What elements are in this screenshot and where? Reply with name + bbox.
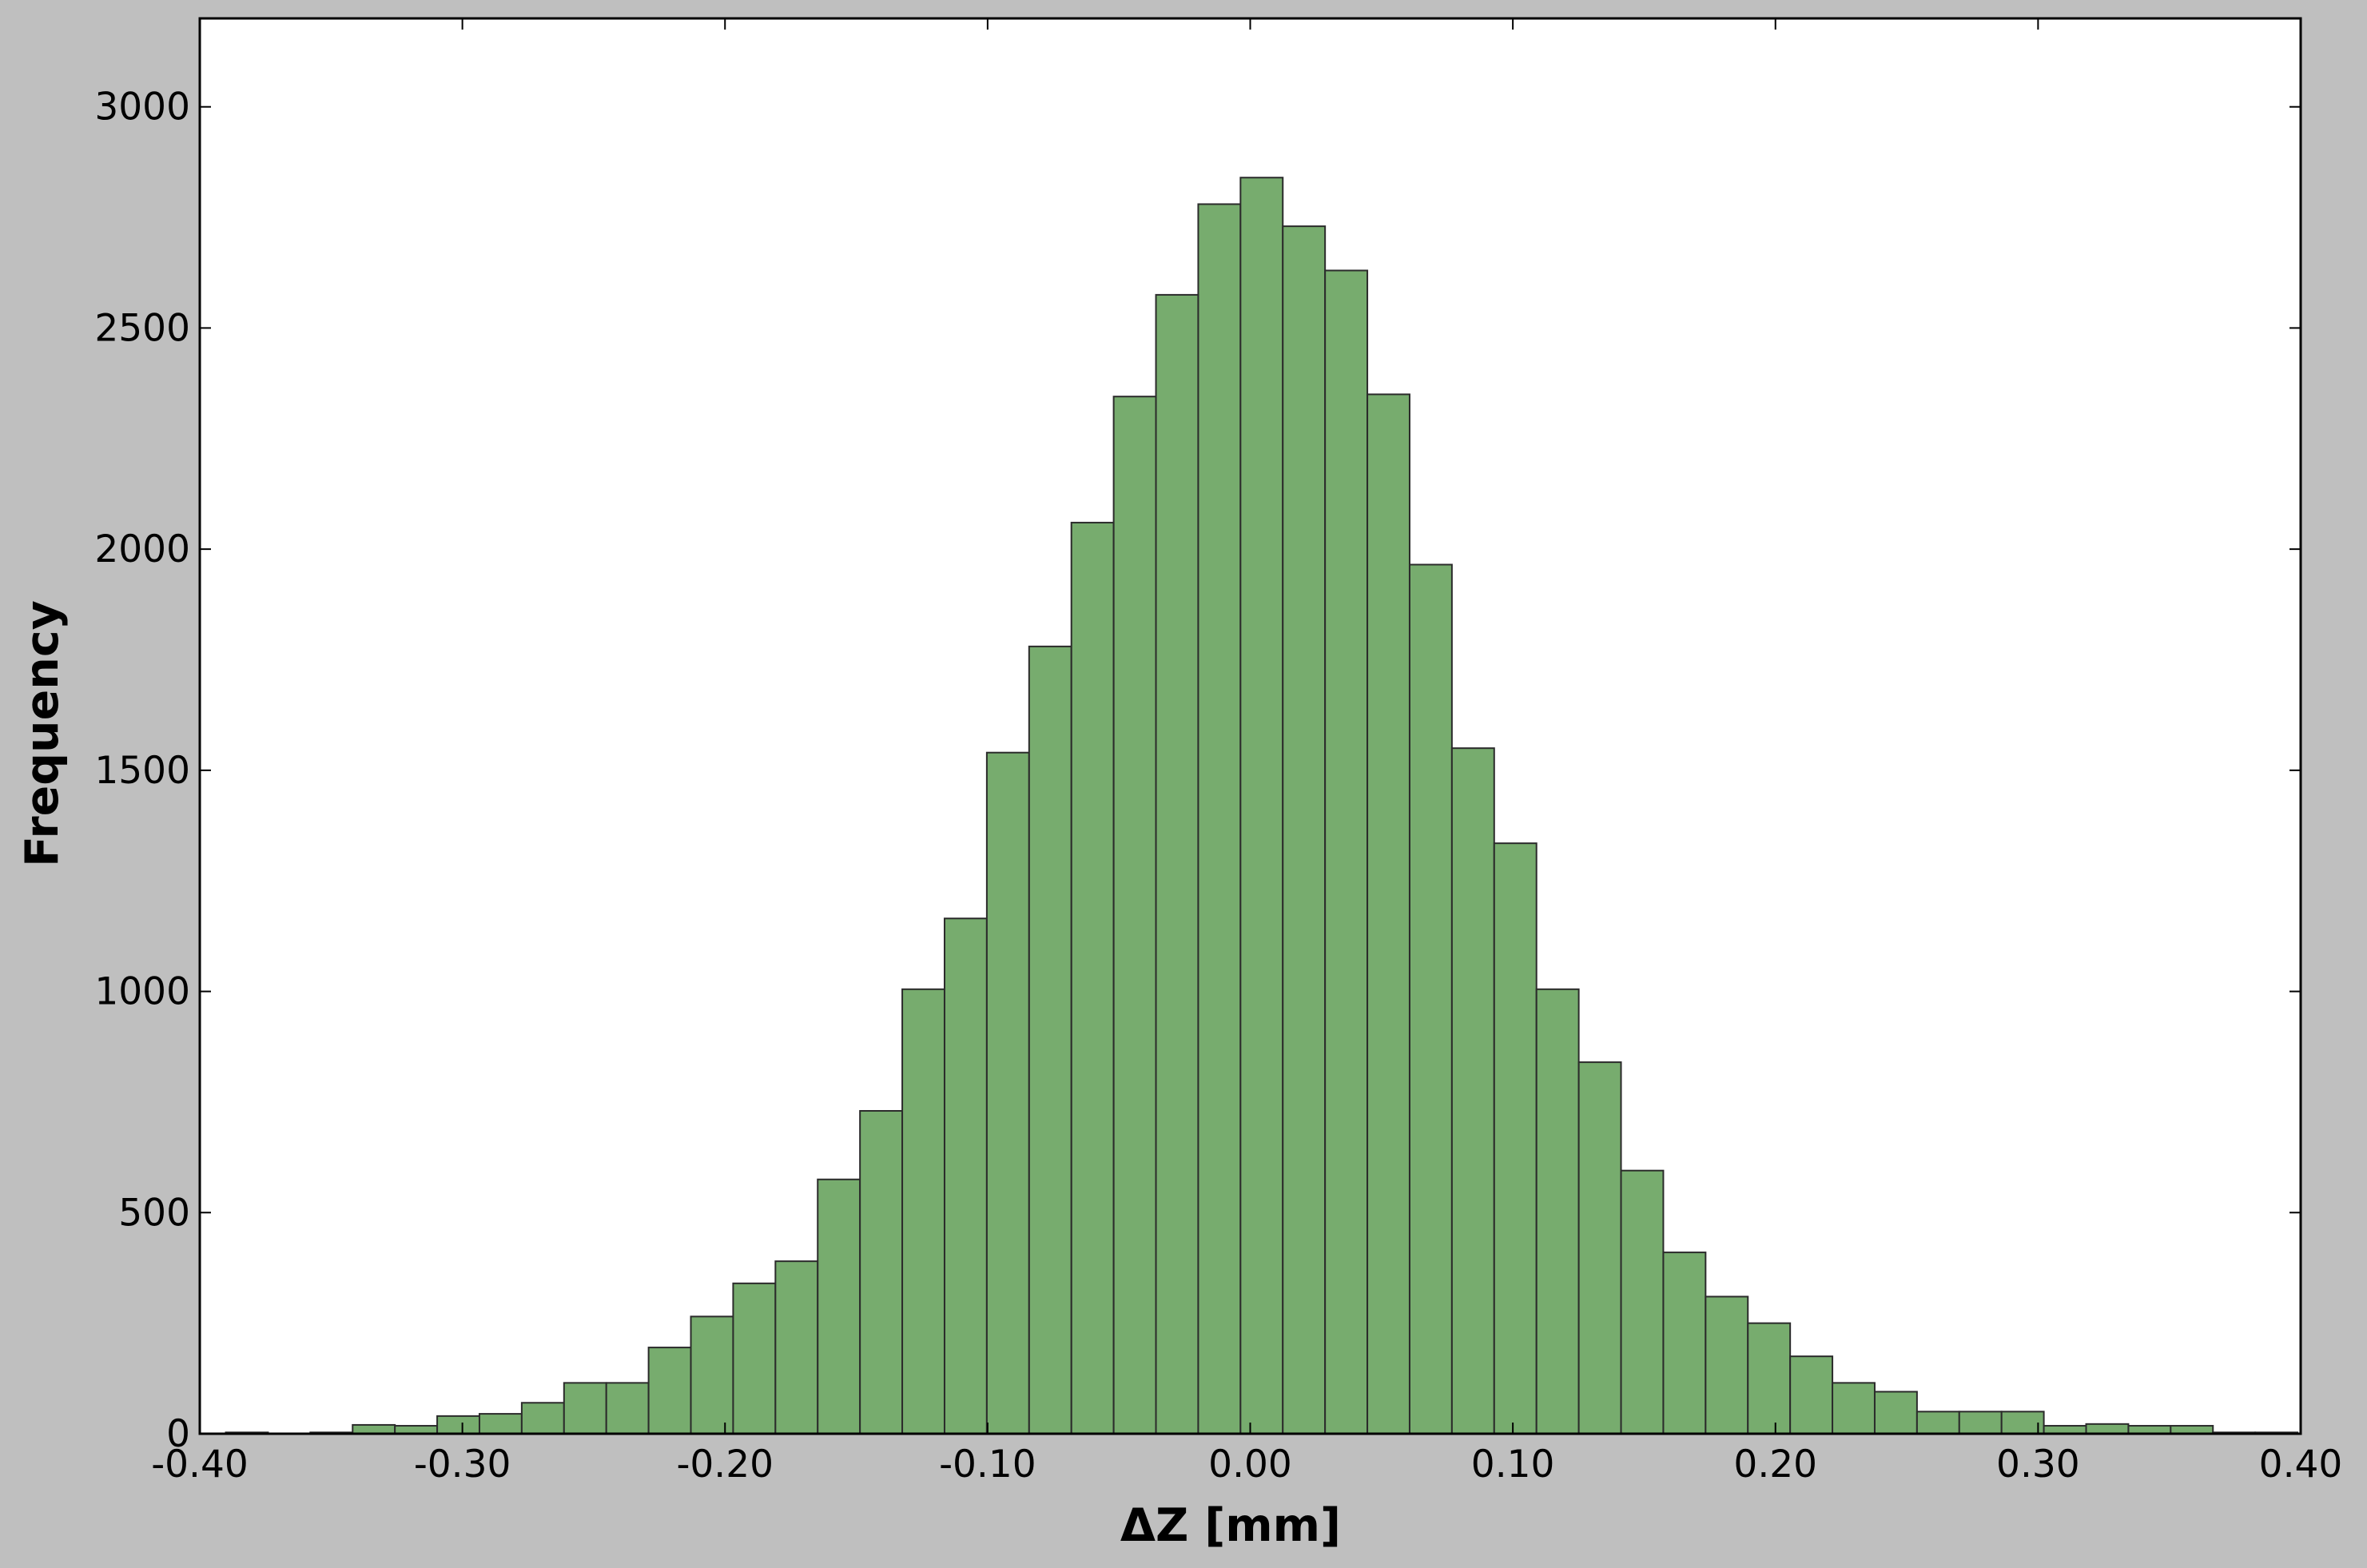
histogram-bar [1155,293,1199,1435]
histogram-bar [732,1282,777,1435]
histogram-bar [647,1347,692,1435]
histogram-bar [1366,393,1410,1435]
histogram-bar [1705,1295,1749,1435]
histogram-bar [901,988,945,1435]
histogram-bar [817,1178,861,1435]
histogram-bar [1028,645,1072,1435]
histogram-bar [1832,1382,1876,1435]
histogram-bar [1112,396,1157,1435]
histogram-bar [520,1402,565,1435]
x-tick-label: -0.30 [414,1443,511,1486]
x-tick-label: 0.40 [2259,1443,2343,1486]
histogram-bar [352,1423,396,1435]
y-tick-label: 3000 [94,86,190,129]
histogram-bar [1408,563,1453,1435]
histogram-bar [1450,747,1495,1435]
histogram-bar [774,1260,819,1435]
histogram-bar [1662,1252,1707,1435]
histogram-bar [436,1415,480,1435]
x-tick-label: 0.00 [1208,1443,1292,1486]
y-axis-title: Frequency [16,600,69,867]
histogram-bar [1915,1411,1960,1435]
histogram-bar [2085,1423,2130,1435]
histogram-bar [1282,225,1327,1435]
histogram-bar [1239,177,1284,1435]
histogram-bar [2000,1411,2045,1435]
histogram-bar [1197,203,1242,1435]
histogram-bar [605,1382,650,1435]
x-tick-label: 0.30 [1996,1443,2080,1486]
histogram-bar [1873,1391,1918,1435]
histogram-bar [1493,842,1538,1435]
y-tick-label: 2500 [94,306,190,350]
histogram-bar [478,1413,523,1435]
y-tick-label: 1500 [94,749,190,793]
y-tick-labels: 0 500 1000 1500 2000 2500 3000 [94,86,190,1456]
x-tick-label: -0.40 [151,1443,249,1486]
histogram-bar [1789,1355,1834,1435]
histogram-bar [859,1109,904,1435]
histogram-bar [563,1382,607,1435]
y-tick-label: 0 [166,1412,190,1456]
x-tick-label: -0.10 [939,1443,1036,1486]
histogram-bar [985,751,1030,1435]
y-tick-label: 500 [118,1191,190,1235]
x-tick-label: -0.20 [676,1443,774,1486]
histogram-bar [943,917,988,1435]
x-tick-label: 0.10 [1471,1443,1555,1486]
histogram-bar [690,1315,734,1435]
histogram-bar [1324,269,1369,1435]
x-tick-label: 0.20 [1733,1443,1817,1486]
histogram-bar [1535,988,1580,1435]
histogram-bar [1070,521,1115,1435]
histogram-bar [1958,1411,2003,1435]
histogram-bar [1577,1061,1622,1435]
axis-ticks [199,18,2301,1435]
histogram-bars [225,177,2299,1435]
y-tick-label: 2000 [94,527,190,571]
x-axis-title: ΔZ [mm] [1120,1499,1341,1552]
histogram-bar [1620,1169,1665,1435]
x-tick-labels: -0.40 -0.30 -0.20 -0.10 0.00 0.10 0.20 0.30 0.40 [151,1443,2342,1486]
y-tick-label: 1000 [94,970,190,1014]
histogram-bar [1747,1322,1792,1435]
